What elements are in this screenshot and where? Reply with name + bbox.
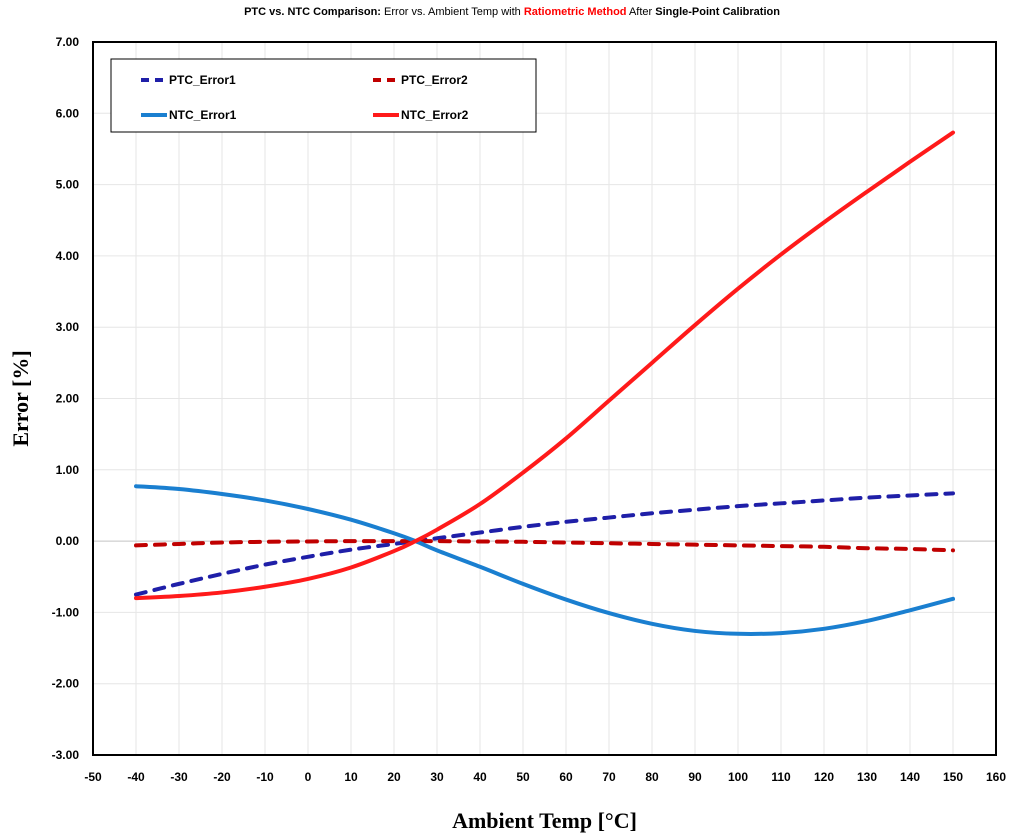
series-line-ptc-error2 [134,539,955,553]
x-tick-label: 50 [516,770,530,784]
grid [92,41,997,756]
legend: PTC_Error1 PTC_Error2 NTC_Error1 NTC_Error2 [110,58,537,133]
x-tick-label: 80 [645,770,659,784]
x-tick-label: 70 [602,770,616,784]
x-tick-label: -30 [170,770,188,784]
series-line-ntc-error2 [134,130,955,601]
x-tick-label: 120 [814,770,834,784]
title-part-bold-1: PTC vs. NTC Comparison: [244,6,381,18]
y-tick-label: -1.00 [52,605,80,619]
legend-label: PTC_Error1 [169,73,236,87]
x-tick-label: -10 [256,770,274,784]
legend-box [110,58,537,133]
chart-title: PTC vs. NTC Comparison: Error vs. Ambien… [0,6,1024,18]
x-tick-label: 150 [943,770,963,784]
y-tick-label: 3.00 [56,320,80,334]
plot-area-frame [92,41,997,756]
x-tick-label: 0 [305,770,312,784]
x-axis-title: Ambient Temp [°C] [452,808,637,833]
x-tick-label: 20 [387,770,401,784]
legend-label: PTC_Error2 [401,73,468,87]
x-tick-label: -20 [213,770,231,784]
x-tick-label: 140 [900,770,920,784]
x-tick-label: 40 [473,770,487,784]
x-tick-label: 30 [430,770,444,784]
series-lines [134,130,955,636]
y-tick-label: 2.00 [56,392,80,406]
y-tick-label: 4.00 [56,249,80,263]
title-part-normal-1: Error vs. Ambient Temp with [384,6,521,18]
series-line-ptc-error1 [134,491,955,597]
y-tick-label: -3.00 [52,748,80,762]
x-tick-label: 160 [986,770,1006,784]
y-tick-label: 5.00 [56,178,80,192]
x-tick-label: 110 [771,770,791,784]
legend-label: NTC_Error1 [169,108,237,122]
y-axis-title: Error [%] [8,350,33,446]
x-tick-label: -50 [84,770,102,784]
y-tick-label: 0.00 [56,534,80,548]
x-tick-label: 60 [559,770,573,784]
tick-labels: -50 -40 -30 -20 -10 0 10 20 30 40 50 60 70 80 90 100 110… [52,35,1007,784]
title-part-normal-2: After [628,6,653,18]
series-line-ntc-error1 [134,484,955,636]
y-tick-label: -2.00 [52,677,80,691]
x-tick-label: 10 [344,770,358,784]
y-tick-label: 7.00 [56,35,80,49]
x-tick-label: -40 [127,770,145,784]
x-tick-label: 90 [688,770,702,784]
title-part-red: Ratiometric Method [523,6,627,18]
y-tick-label: 6.00 [56,106,80,120]
x-tick-label: 130 [857,770,877,784]
legend-label: NTC_Error2 [401,108,469,122]
x-tick-label: 100 [728,770,748,784]
y-tick-label: 1.00 [56,463,80,477]
title-part-bold-2: Single-Point Calibration [655,6,780,18]
